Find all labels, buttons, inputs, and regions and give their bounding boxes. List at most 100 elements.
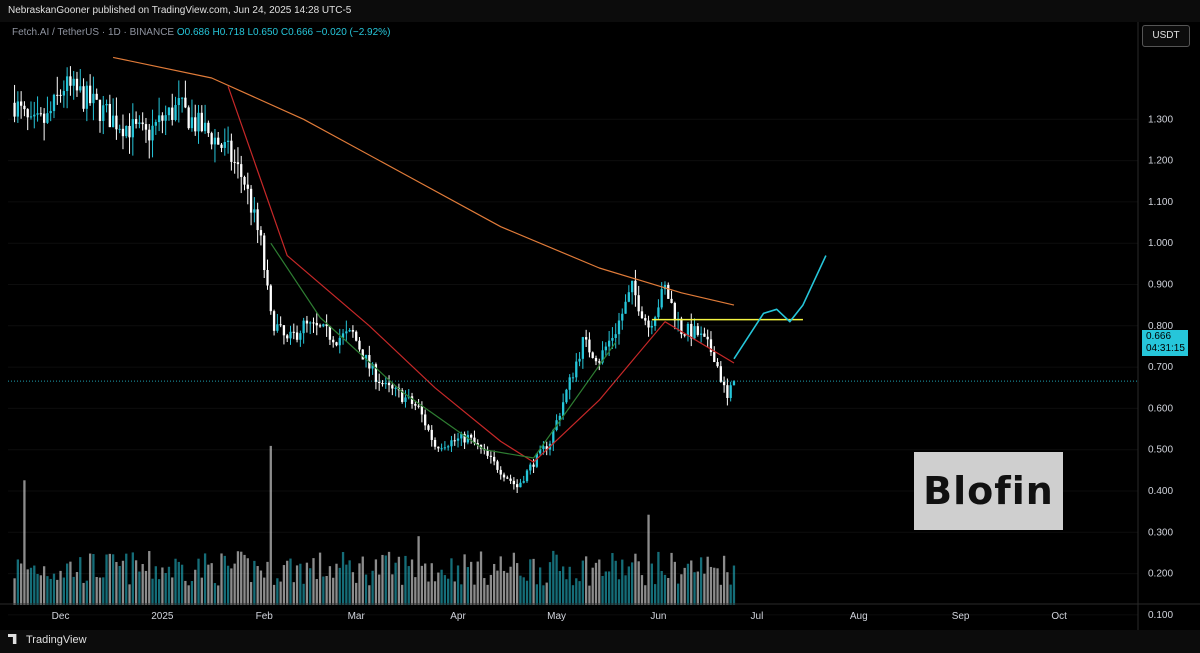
candle-body xyxy=(269,285,272,312)
blofin-watermark: Blofin xyxy=(914,452,1063,530)
candle-body xyxy=(499,469,502,475)
candle xyxy=(640,306,644,319)
candle xyxy=(23,101,26,117)
volume-bar xyxy=(151,578,154,605)
candle xyxy=(351,325,355,338)
candle xyxy=(614,323,617,349)
volume-bar xyxy=(575,578,578,605)
symbol-name[interactable]: Fetch.AI / TetherUS · 1D · BINANCE xyxy=(12,27,175,38)
candle-body xyxy=(716,362,719,367)
volume-bar xyxy=(184,580,187,605)
volume-bar xyxy=(197,558,200,605)
price-chart[interactable]: 1.300 1.200 1.100 1.000 0.900 0.800 0.700 0.600… xyxy=(0,22,1200,630)
candle-body xyxy=(539,448,542,454)
volume-bar xyxy=(676,583,680,605)
volume-bar xyxy=(217,585,220,605)
candle xyxy=(611,327,614,349)
candle xyxy=(732,380,736,386)
candle xyxy=(348,328,351,333)
candle xyxy=(335,341,338,347)
volume-bar xyxy=(607,571,611,605)
candle xyxy=(197,104,200,144)
candle xyxy=(167,107,171,121)
volume-bar xyxy=(424,563,427,605)
volume-bar xyxy=(282,565,286,605)
volume-bar xyxy=(138,571,141,605)
candle-body xyxy=(588,339,591,353)
candle xyxy=(361,348,364,360)
volume-bar xyxy=(210,563,213,605)
candle-body xyxy=(670,298,673,303)
candle-body xyxy=(706,336,709,340)
volume-bar xyxy=(460,584,463,605)
candle-body xyxy=(276,324,279,331)
candle xyxy=(634,269,637,307)
candle xyxy=(131,103,134,156)
candle xyxy=(180,97,184,113)
time-tick-label: 2025 xyxy=(151,611,174,622)
volume-bar xyxy=(627,566,630,605)
candle-body xyxy=(614,334,617,338)
candle-body xyxy=(660,289,663,308)
candle xyxy=(243,175,246,191)
candle-body xyxy=(59,94,62,96)
volume-bar xyxy=(588,585,591,605)
candle xyxy=(29,101,33,120)
volume-bar xyxy=(272,584,276,605)
candle xyxy=(272,309,276,336)
volume-bar xyxy=(706,556,709,605)
time-tick-label: Mar xyxy=(348,611,366,622)
candle-body xyxy=(338,337,341,346)
candle xyxy=(627,285,630,303)
volume-bar xyxy=(516,563,519,605)
volume-bar xyxy=(187,585,190,605)
volume-bar xyxy=(292,582,295,605)
tradingview-logo[interactable]: TradingView xyxy=(8,634,87,646)
candle-body xyxy=(686,323,690,336)
candle-body xyxy=(220,144,223,148)
candle xyxy=(552,428,555,452)
volume-bar xyxy=(92,554,95,605)
price-tick-label: 1.100 xyxy=(1148,197,1173,208)
volume-bar xyxy=(391,574,394,605)
volume-bar xyxy=(644,585,647,605)
volume-bar xyxy=(726,572,729,605)
volume-bar xyxy=(279,581,282,605)
volume-bar xyxy=(653,584,657,605)
candle xyxy=(115,97,118,140)
candle xyxy=(207,120,210,137)
volume-bar xyxy=(299,563,302,605)
candle-body xyxy=(161,115,164,121)
projection-path xyxy=(733,255,827,360)
candle-body xyxy=(115,115,118,130)
volume-bar xyxy=(318,552,322,605)
candle xyxy=(591,351,594,359)
candle-body xyxy=(26,109,29,118)
candle-body xyxy=(184,97,187,108)
candle xyxy=(171,93,174,126)
candle-body xyxy=(157,115,161,123)
candle xyxy=(502,472,506,482)
candle xyxy=(512,477,516,490)
candle xyxy=(726,378,729,406)
candle xyxy=(318,323,322,328)
volume-bar xyxy=(548,562,552,605)
tradingview-logo-icon xyxy=(8,634,17,644)
candle-body xyxy=(335,342,338,346)
currency-button[interactable]: USDT xyxy=(1142,25,1190,47)
candle-body xyxy=(663,284,667,290)
volume-bar xyxy=(466,567,470,605)
candle-body xyxy=(693,326,696,339)
candle-body xyxy=(266,270,269,286)
candle-body xyxy=(584,337,588,340)
candle xyxy=(584,329,588,347)
volume-bar xyxy=(732,565,736,605)
candle-body xyxy=(703,333,706,337)
volume-bar xyxy=(374,559,378,605)
volume-bar xyxy=(46,576,49,605)
volume-bar xyxy=(729,584,732,605)
candle-body xyxy=(253,209,256,213)
volume-bar xyxy=(259,570,263,605)
volume-bar xyxy=(594,562,598,605)
volume-bar xyxy=(233,563,236,605)
